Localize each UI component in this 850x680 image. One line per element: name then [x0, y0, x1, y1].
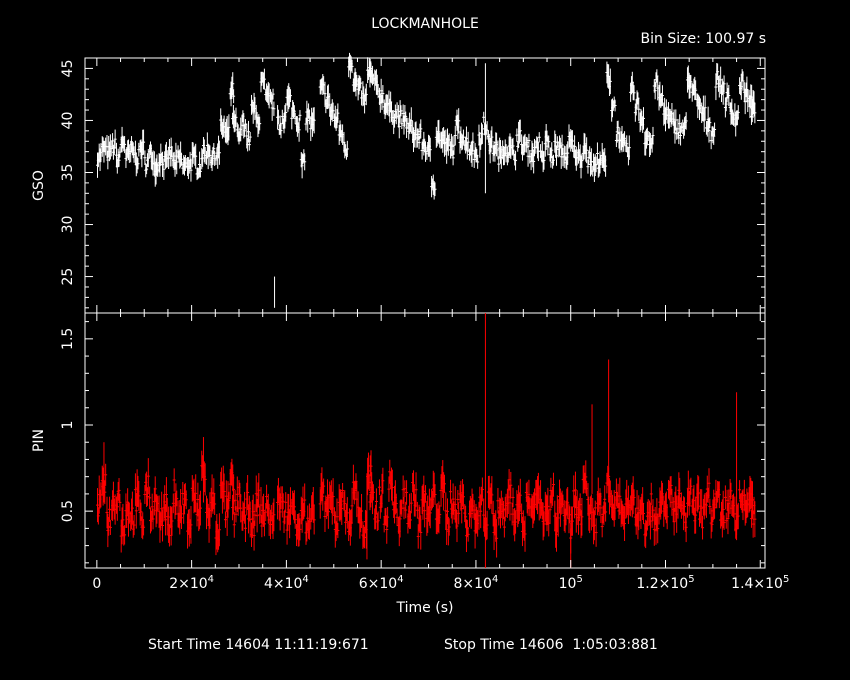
y-tick-label: 25: [60, 268, 76, 286]
y-axis-title: PIN: [31, 429, 47, 452]
x-tick-label: 8×104: [454, 574, 499, 592]
data-layer: [96, 52, 757, 568]
y-tick-label: 0.5: [60, 500, 76, 522]
x-tick-label: 0: [92, 576, 101, 592]
x-tick-label: 105: [559, 574, 583, 592]
y-tick-label: 35: [60, 164, 76, 182]
y-tick-label: 45: [60, 59, 76, 77]
axis-ticks: [85, 57, 765, 568]
y-tick-label: 1.5: [60, 328, 76, 350]
start-time-label: Start Time 14604 11:11:19:671: [148, 637, 369, 653]
panel-frames: [84, 57, 766, 569]
bin-size-label: Bin Size: 100.97 s: [640, 31, 766, 47]
panel-frame: [84, 57, 766, 314]
y-tick-label: 1: [60, 421, 76, 430]
stop-time-label: Stop Time 14606 1:05:03:881: [444, 637, 658, 653]
y-tick-label: 40: [60, 112, 76, 130]
axis-labels: 25 30 35 40 45 GSO 0.5 1 1.5 PIN 0 2×104 4×104 6×104 8…: [31, 59, 789, 616]
y-axis-title: GSO: [31, 170, 47, 201]
x-tick-label: 1.4×105: [731, 574, 789, 592]
panel-frame: [84, 312, 766, 569]
x-tick-label: 2×104: [169, 574, 214, 592]
chart-title: LOCKMANHOLE: [371, 16, 479, 32]
x-tick-label: 6×104: [359, 574, 404, 592]
y-tick-label: 30: [60, 216, 76, 234]
x-tick-label: 4×104: [264, 574, 309, 592]
x-axis-title: Time (s): [396, 600, 454, 616]
x-tick-label: 1.2×105: [636, 574, 694, 592]
